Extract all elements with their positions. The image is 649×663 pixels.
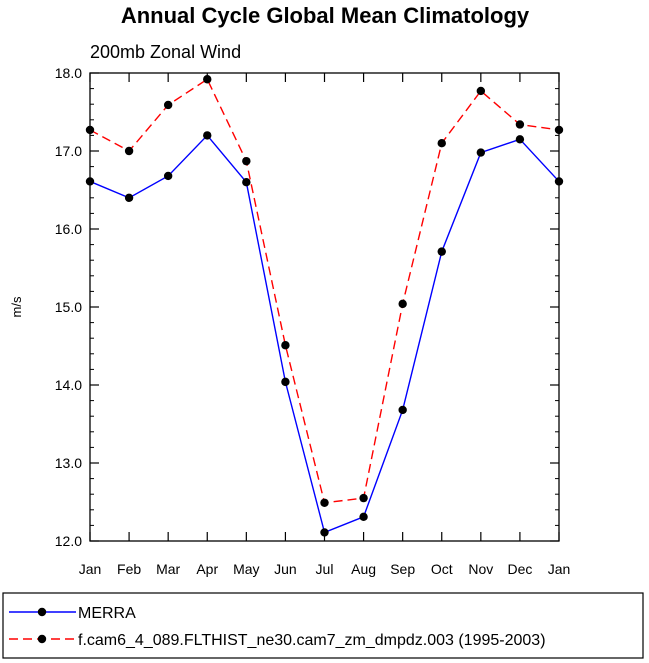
series-1-point <box>398 405 407 415</box>
series-2-point <box>437 139 446 148</box>
series-2-point <box>281 341 290 350</box>
series-1-point <box>124 193 134 202</box>
chart-subtitle: 200mb Zonal Wind <box>90 42 241 62</box>
legend-box <box>2 592 644 659</box>
series-line-2 <box>89 78 560 504</box>
series-1-point <box>554 177 564 186</box>
series-2-point <box>398 299 407 309</box>
y-axis-label: m/s <box>9 296 24 317</box>
series-1-point <box>437 247 446 256</box>
series-2-point <box>163 100 173 110</box>
x-tick-label: May <box>233 561 259 577</box>
legend-label-2: f.cam6_4_089.FLTHIST_ne30.cam7_zm_dmpdz.… <box>78 632 546 649</box>
series-2-point <box>203 75 212 84</box>
series-2-point <box>359 493 368 503</box>
x-tick-label: Feb <box>117 561 141 577</box>
y-tick-label: 17.0 <box>55 143 82 159</box>
series-2-point <box>554 125 564 135</box>
series-2-point <box>515 120 525 129</box>
series-1-point <box>476 148 486 157</box>
x-tick-label: Jan <box>79 561 102 577</box>
series-1-point <box>359 512 368 522</box>
y-tick-label: 13.0 <box>55 455 82 471</box>
y-tick-label: 18.0 <box>55 65 82 81</box>
x-tick-label: Apr <box>196 561 218 577</box>
series-2-point <box>320 498 329 507</box>
chart-title: Annual Cycle Global Mean Climatology <box>121 3 530 28</box>
plot-frame <box>89 72 560 542</box>
series-1-point <box>163 171 173 181</box>
series-line-1 <box>89 134 560 534</box>
series-2-point <box>476 86 486 96</box>
series-1-point <box>203 131 212 140</box>
legend-marker-1 <box>37 607 47 617</box>
series-1-point <box>515 135 525 144</box>
legend-label-1: MERRA <box>78 605 136 622</box>
x-tick-label: Jun <box>274 561 297 577</box>
x-tick-label: Mar <box>156 561 180 577</box>
series-1-point <box>85 177 95 186</box>
x-tick-label: Jul <box>316 561 334 577</box>
x-tick-label: Sep <box>390 561 415 577</box>
series-2-point <box>124 146 134 156</box>
series-1-point <box>281 377 290 387</box>
series-1-point <box>320 528 329 537</box>
x-tick-label: Aug <box>351 561 376 577</box>
series-2-point <box>242 156 251 166</box>
x-tick-label: Jan <box>548 561 571 577</box>
x-tick-label: Nov <box>468 561 493 577</box>
y-tick-label: 14.0 <box>55 377 82 393</box>
series-2-point <box>85 125 95 135</box>
legend-marker-2 <box>37 634 47 644</box>
plot-area: 12.0 13.0 14.0 15.0 16.0 17.0 18.0 Jan Feb Mar Apr… <box>55 65 571 577</box>
x-tick-label: Dec <box>507 561 532 577</box>
legend: MERRA f.cam6_4_089.FLTHIST_ne30.cam7_zm_d… <box>2 592 644 659</box>
y-tick-label: 15.0 <box>55 299 82 315</box>
series-1-point <box>242 178 251 187</box>
y-tick-label: 16.0 <box>55 221 82 237</box>
x-tick-label: Oct <box>431 561 453 577</box>
y-tick-label: 12.0 <box>55 533 82 549</box>
